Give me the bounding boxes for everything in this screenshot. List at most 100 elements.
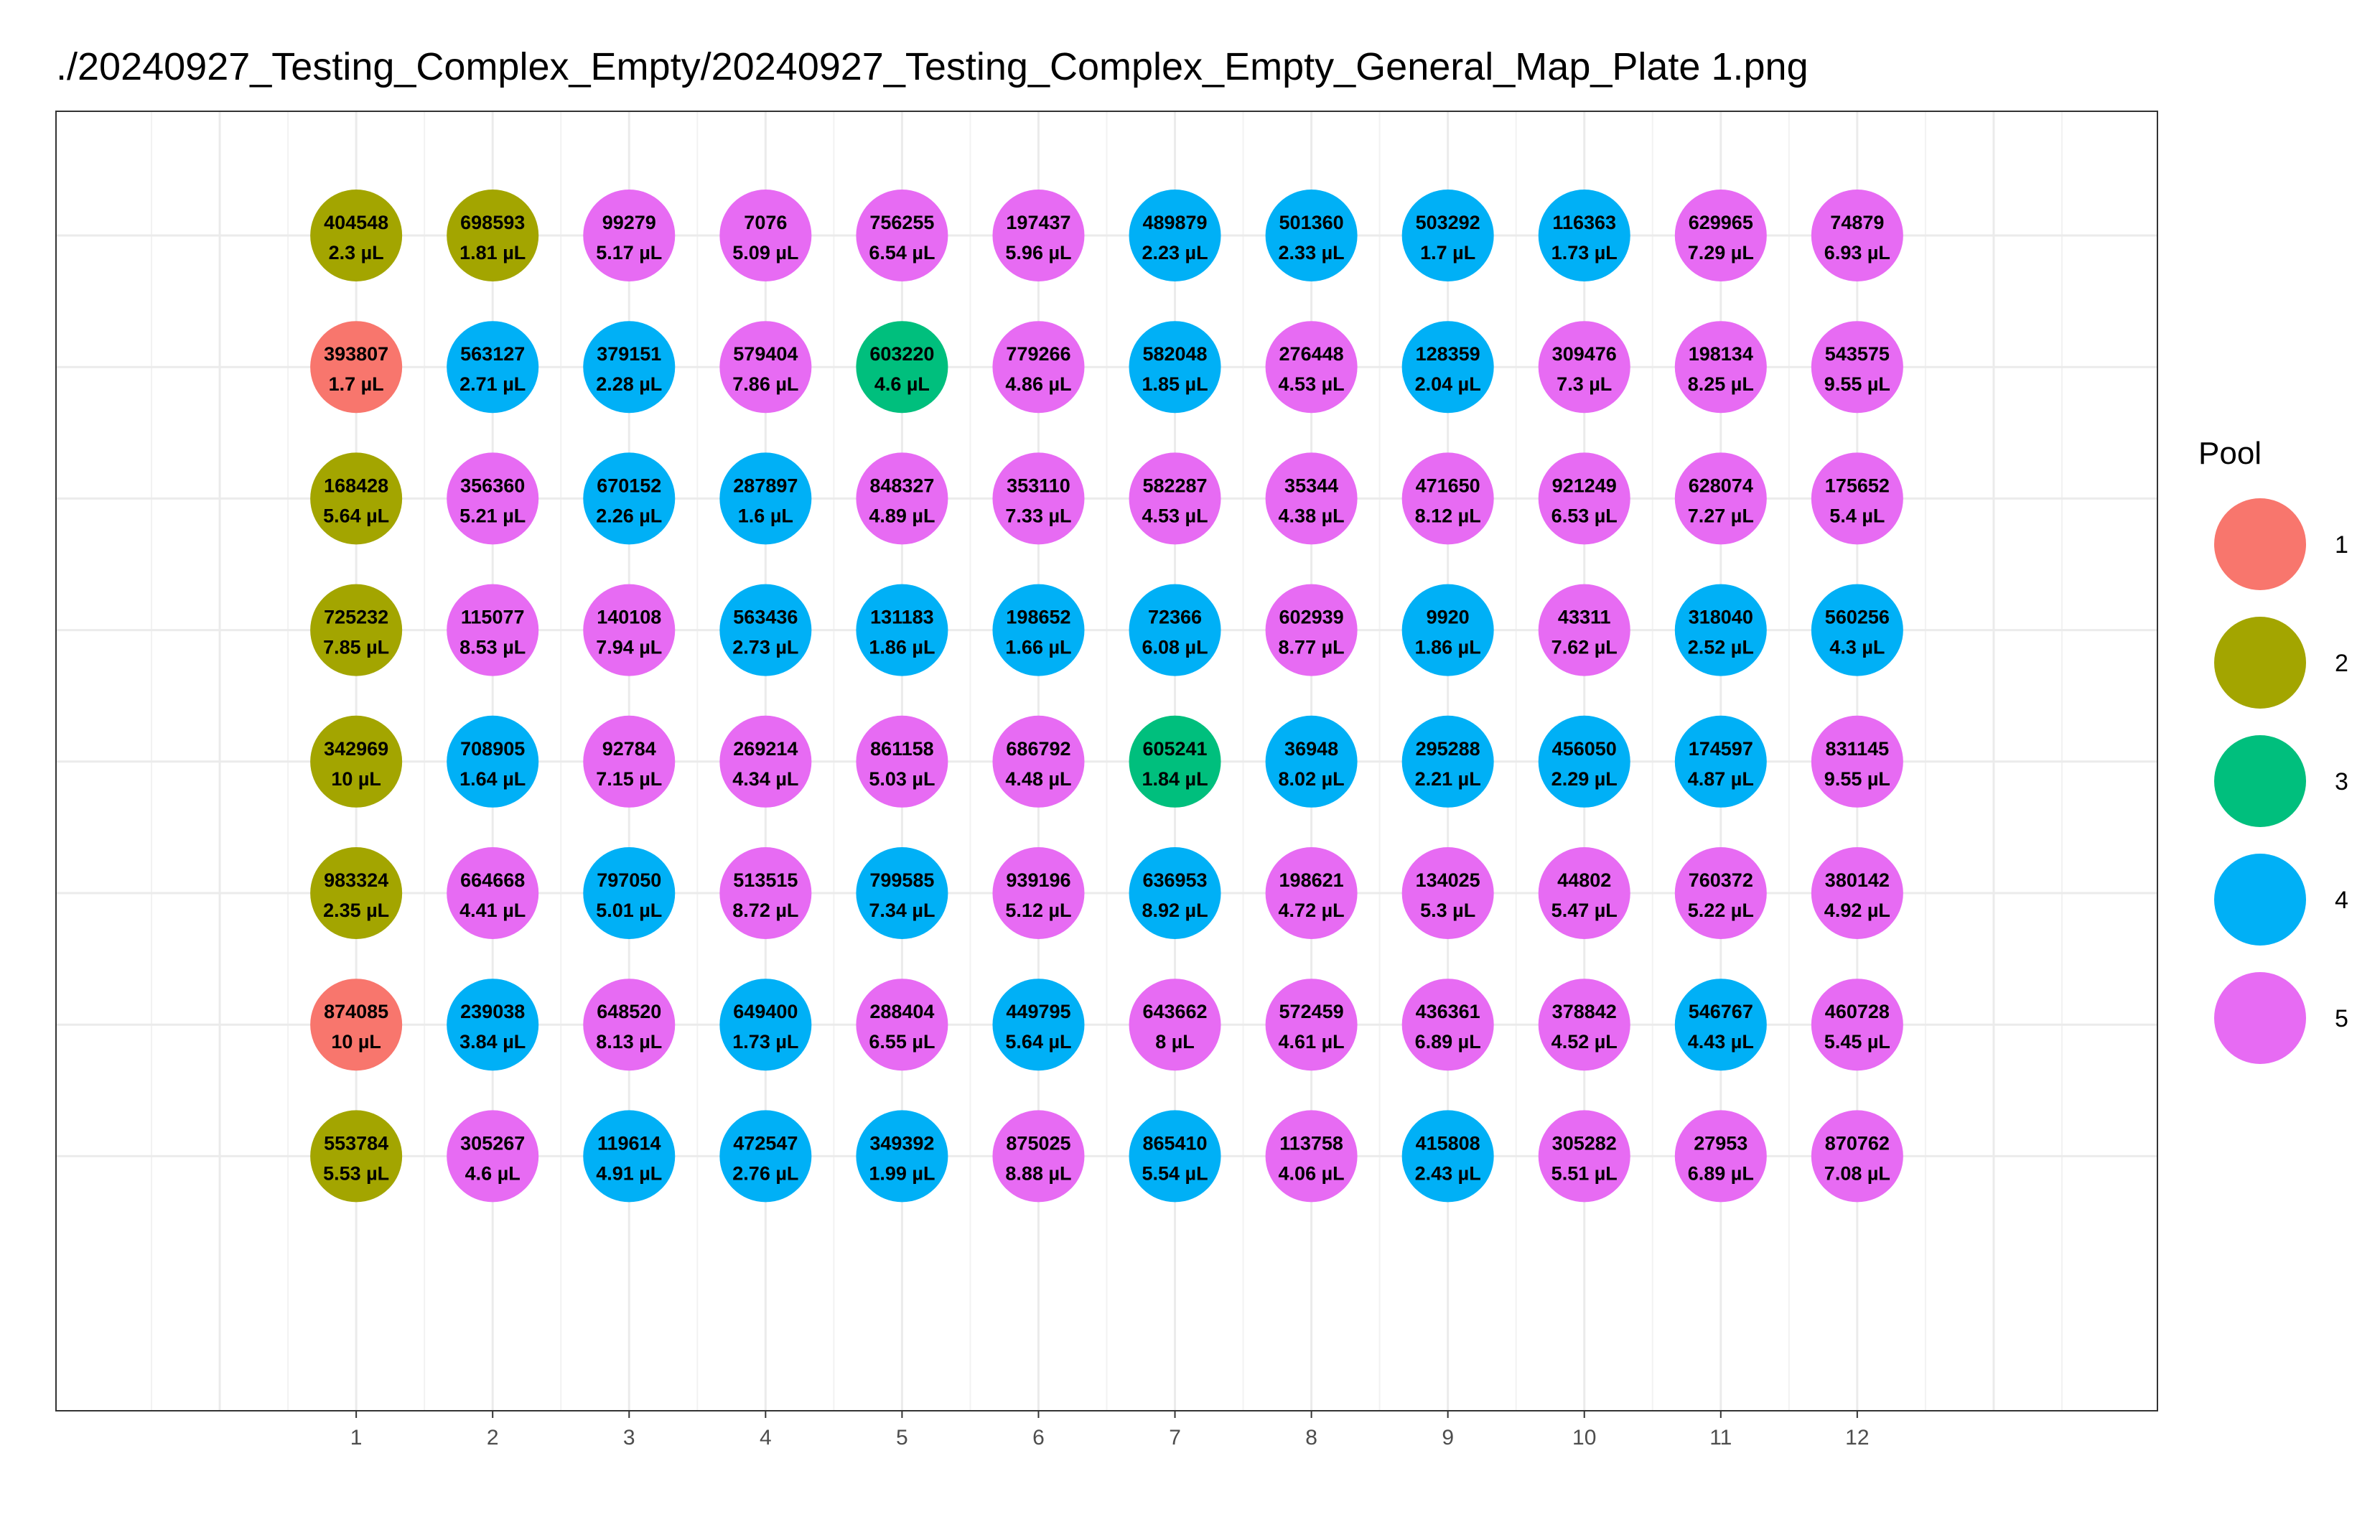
well-point: 708905 1.64 µL — [447, 715, 539, 808]
well-point: 471650 8.12 µL — [1401, 452, 1494, 545]
well-circle — [1674, 452, 1767, 545]
well-point: 295288 2.21 µL — [1401, 715, 1494, 808]
well-point: 874085 10 µL — [310, 979, 403, 1071]
well-point: 44802 5.47 µL — [1538, 847, 1630, 939]
well-point: 472547 2.76 µL — [719, 1110, 812, 1203]
well-point: 43311 7.62 µL — [1538, 584, 1630, 676]
well-id-label: 115077 — [461, 607, 525, 628]
well-volume-label: 8.02 µL — [1279, 768, 1345, 790]
well-point: 572459 4.61 µL — [1265, 979, 1358, 1071]
well-volume-label: 4.91 µL — [596, 1162, 662, 1184]
well-point: 799585 7.34 µL — [856, 847, 948, 939]
well-circle — [856, 190, 948, 281]
well-point: 379151 2.28 µL — [583, 321, 676, 414]
well-circle — [447, 452, 539, 545]
well-point: 309476 7.3 µL — [1538, 321, 1630, 414]
well-volume-label: 2.43 µL — [1415, 1162, 1481, 1184]
well-point: 168428 5.64 µL — [310, 452, 403, 545]
well-id-label: 870762 — [1825, 1132, 1890, 1154]
well-point: 921249 6.53 µL — [1538, 452, 1630, 545]
well-circle — [856, 715, 948, 808]
well-point: 115077 8.53 µL — [447, 584, 539, 676]
well-circle — [1674, 321, 1767, 414]
well-point: 760372 5.22 µL — [1674, 847, 1767, 939]
well-volume-label: 1.86 µL — [869, 637, 935, 658]
well-id-label: 393807 — [324, 343, 388, 365]
well-volume-label: 7.15 µL — [596, 768, 662, 790]
well-point: 353110 7.33 µL — [992, 452, 1085, 545]
well-volume-label: 7.85 µL — [323, 637, 389, 658]
well-id-label: 44802 — [1557, 869, 1611, 891]
well-point: 848327 4.89 µL — [856, 452, 948, 545]
well-point: 489879 2.23 µL — [1129, 190, 1221, 281]
well-circle — [310, 715, 403, 808]
well-id-label: 664668 — [460, 869, 525, 891]
well-circle — [310, 584, 403, 676]
well-point: 198652 1.66 µL — [992, 584, 1085, 676]
well-circle — [1265, 452, 1358, 545]
well-point: 287897 1.6 µL — [719, 452, 812, 545]
well-volume-label: 2.3 µL — [329, 242, 384, 263]
well-circle — [992, 452, 1085, 545]
well-id-label: 628074 — [1689, 475, 1753, 496]
well-circle — [992, 979, 1085, 1071]
well-volume-label: 1.64 µL — [459, 768, 526, 790]
well-point: 983324 2.35 µL — [310, 847, 403, 939]
well-point: 670152 2.26 µL — [583, 452, 676, 545]
x-tick-label: 8 — [1305, 1426, 1317, 1450]
x-tick-label: 5 — [896, 1426, 908, 1450]
well-id-label: 579404 — [733, 343, 798, 365]
legend-key-circle — [2214, 498, 2306, 590]
well-volume-label: 5.96 µL — [1005, 242, 1071, 263]
well-volume-label: 4.86 µL — [1005, 373, 1071, 395]
well-id-label: 725232 — [324, 607, 388, 628]
well-point: 563127 2.71 µL — [447, 321, 539, 414]
well-circle — [447, 190, 539, 281]
well-volume-label: 2.28 µL — [596, 373, 662, 395]
well-circle — [719, 1110, 812, 1203]
well-circle — [992, 1110, 1085, 1203]
well-volume-label: 4.52 µL — [1551, 1031, 1618, 1053]
well-id-label: 7076 — [744, 212, 787, 233]
x-tick-label: 3 — [623, 1426, 635, 1450]
well-circle — [1401, 715, 1494, 808]
well-circle — [856, 321, 948, 414]
well-point: 503292 1.7 µL — [1401, 190, 1494, 281]
well-circle — [1674, 584, 1767, 676]
well-circle — [1538, 847, 1630, 939]
well-volume-label: 7.08 µL — [1824, 1162, 1890, 1184]
well-point: 686792 4.48 µL — [992, 715, 1085, 808]
well-circle — [1129, 979, 1221, 1071]
well-id-label: 140108 — [597, 607, 661, 628]
well-point: 553784 5.53 µL — [310, 1110, 403, 1203]
well-volume-label: 8.77 µL — [1279, 637, 1345, 658]
well-volume-label: 5.09 µL — [732, 242, 798, 263]
well-point: 128359 2.04 µL — [1401, 321, 1494, 414]
well-point: 560256 4.3 µL — [1811, 584, 1903, 676]
well-point: 99279 5.17 µL — [583, 190, 676, 281]
well-volume-label: 8.25 µL — [1688, 373, 1754, 395]
well-id-label: 99279 — [602, 212, 656, 233]
well-id-label: 378842 — [1552, 1001, 1617, 1022]
well-volume-label: 9.55 µL — [1824, 768, 1890, 790]
well-point: 628074 7.27 µL — [1674, 452, 1767, 545]
x-axis: 1 2 3 4 5 6 7 8 9 10 11 12 — [350, 1411, 1870, 1450]
well-volume-label: 8.12 µL — [1415, 505, 1481, 526]
well-point: 74879 6.93 µL — [1811, 190, 1903, 281]
well-volume-label: 2.04 µL — [1415, 373, 1481, 395]
well-circle — [1129, 1110, 1221, 1203]
well-volume-label: 2.76 µL — [732, 1162, 798, 1184]
well-id-label: 546767 — [1689, 1001, 1753, 1022]
well-circle — [1811, 321, 1903, 414]
well-point: 288404 6.55 µL — [856, 979, 948, 1071]
well-id-label: 582048 — [1142, 343, 1207, 365]
well-circle — [583, 452, 676, 545]
well-id-label: 861158 — [870, 738, 934, 760]
well-circle — [1538, 190, 1630, 281]
well-circle — [1401, 584, 1494, 676]
well-circle — [310, 190, 403, 281]
well-volume-label: 4.34 µL — [732, 768, 798, 790]
well-circle — [856, 979, 948, 1071]
well-point: 27953 6.89 µL — [1674, 1110, 1767, 1203]
legend-title: Pool — [2198, 436, 2262, 471]
